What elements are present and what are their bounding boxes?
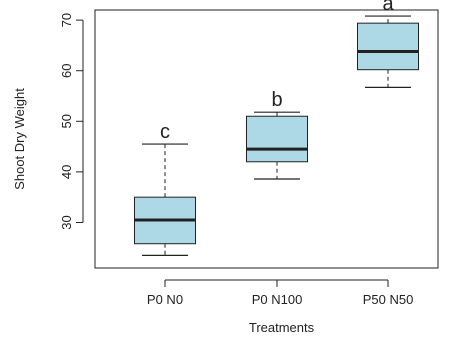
significance-label-p50-n50: a bbox=[382, 0, 394, 15]
y-tick-label-50: 50 bbox=[59, 114, 74, 128]
y-axis-title: Shoot Dry Weight bbox=[12, 88, 27, 190]
box-p0-n100: b bbox=[246, 89, 308, 180]
significance-label-p0-n100: b bbox=[271, 89, 282, 111]
iqr-box-p50-n50 bbox=[357, 22, 419, 71]
y-tick-label-70: 70 bbox=[59, 13, 74, 27]
box-p50-n50: a bbox=[357, 0, 419, 89]
x-tick-label-p0-n100: P0 N100 bbox=[252, 292, 303, 307]
iqr-box-p0-n100 bbox=[246, 115, 308, 163]
x-tick-label-p0-n0: P0 N0 bbox=[147, 292, 183, 307]
x-tick-label-p50-n50: P50 N50 bbox=[363, 292, 414, 307]
significance-label-p0-n0: c bbox=[160, 121, 170, 143]
y-tick-label-60: 60 bbox=[59, 63, 74, 77]
y-tick-label-40: 40 bbox=[59, 165, 74, 179]
x-axis-title: Treatments bbox=[249, 320, 315, 335]
box-p0-n0: c bbox=[134, 121, 196, 256]
plot-border bbox=[94, 9, 439, 269]
y-tick-label-30: 30 bbox=[59, 215, 74, 229]
